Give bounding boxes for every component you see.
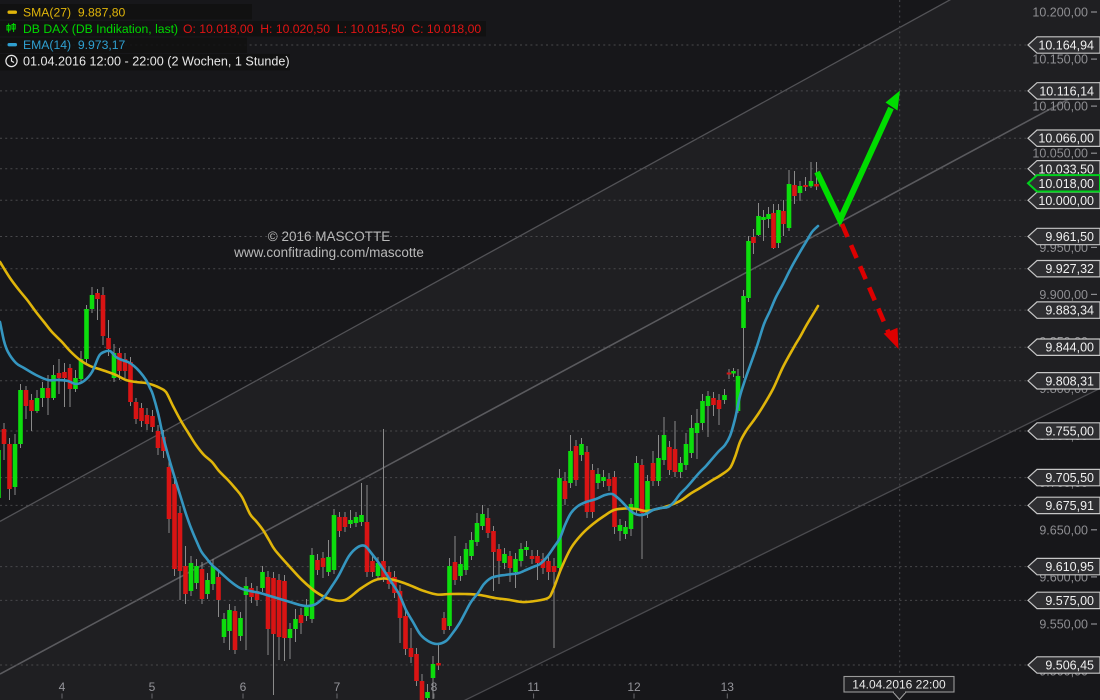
- svg-text:9.844,00: 9.844,00: [1045, 341, 1094, 355]
- svg-text:EMA(14) 9.973,17: EMA(14) 9.973,17: [23, 38, 126, 52]
- svg-text:www.confitrading.com/mascotte: www.confitrading.com/mascotte: [233, 245, 424, 260]
- svg-text:6: 6: [240, 680, 247, 694]
- svg-text:9.755,00: 9.755,00: [1045, 425, 1094, 439]
- svg-text:9.506,45: 9.506,45: [1045, 659, 1094, 673]
- svg-text:10.066,00: 10.066,00: [1038, 132, 1094, 146]
- svg-text:9.961,50: 9.961,50: [1045, 230, 1094, 244]
- svg-text:10.000,00: 10.000,00: [1038, 194, 1094, 208]
- svg-text:9.575,00: 9.575,00: [1045, 594, 1094, 608]
- svg-text:9.675,91: 9.675,91: [1045, 499, 1094, 513]
- svg-text:9.900,00: 9.900,00: [1039, 288, 1088, 302]
- svg-text:10.116,14: 10.116,14: [1039, 84, 1094, 98]
- svg-text:10.033,50: 10.033,50: [1038, 162, 1094, 176]
- svg-text:8: 8: [431, 680, 438, 694]
- svg-text:10.100,00: 10.100,00: [1032, 100, 1088, 114]
- svg-text:9.808,31: 9.808,31: [1045, 374, 1094, 388]
- svg-text:DB DAX (DB Indikation, last): DB DAX (DB Indikation, last): [23, 22, 178, 36]
- svg-text:5: 5: [149, 680, 156, 694]
- svg-text:10.200,00: 10.200,00: [1032, 6, 1088, 20]
- svg-text:9.883,34: 9.883,34: [1045, 304, 1094, 318]
- svg-text:4: 4: [59, 680, 66, 694]
- svg-text:13: 13: [721, 680, 735, 694]
- svg-text:10.050,00: 10.050,00: [1032, 147, 1088, 161]
- svg-text:9.650,00: 9.650,00: [1039, 523, 1088, 537]
- svg-text:9.927,32: 9.927,32: [1045, 262, 1094, 276]
- svg-text:9.610,95: 9.610,95: [1045, 560, 1094, 574]
- svg-text:SMA(27) 9.887,80: SMA(27) 9.887,80: [23, 6, 126, 20]
- svg-text:9.705,50: 9.705,50: [1045, 471, 1094, 485]
- svg-text:© 2016 MASCOTTE: © 2016 MASCOTTE: [268, 229, 390, 244]
- svg-text:O: 10.018,00 H: 10.020,50 L:: O: 10.018,00 H: 10.020,50 L: 10.015,50 C…: [183, 22, 481, 36]
- svg-text:10.164,94: 10.164,94: [1038, 39, 1094, 53]
- svg-text:7: 7: [334, 680, 341, 694]
- svg-text:9.550,00: 9.550,00: [1039, 618, 1088, 632]
- svg-text:10.018,00: 10.018,00: [1038, 177, 1094, 191]
- svg-text:01.04.2016 12:00 - 22:00 (2 Wo: 01.04.2016 12:00 - 22:00 (2 Wochen, 1 St…: [23, 55, 290, 69]
- svg-text:12: 12: [627, 680, 641, 694]
- svg-text:14.04.2016 22:00: 14.04.2016 22:00: [852, 678, 946, 692]
- svg-text:10.150,00: 10.150,00: [1032, 53, 1088, 67]
- svg-text:11: 11: [527, 680, 540, 694]
